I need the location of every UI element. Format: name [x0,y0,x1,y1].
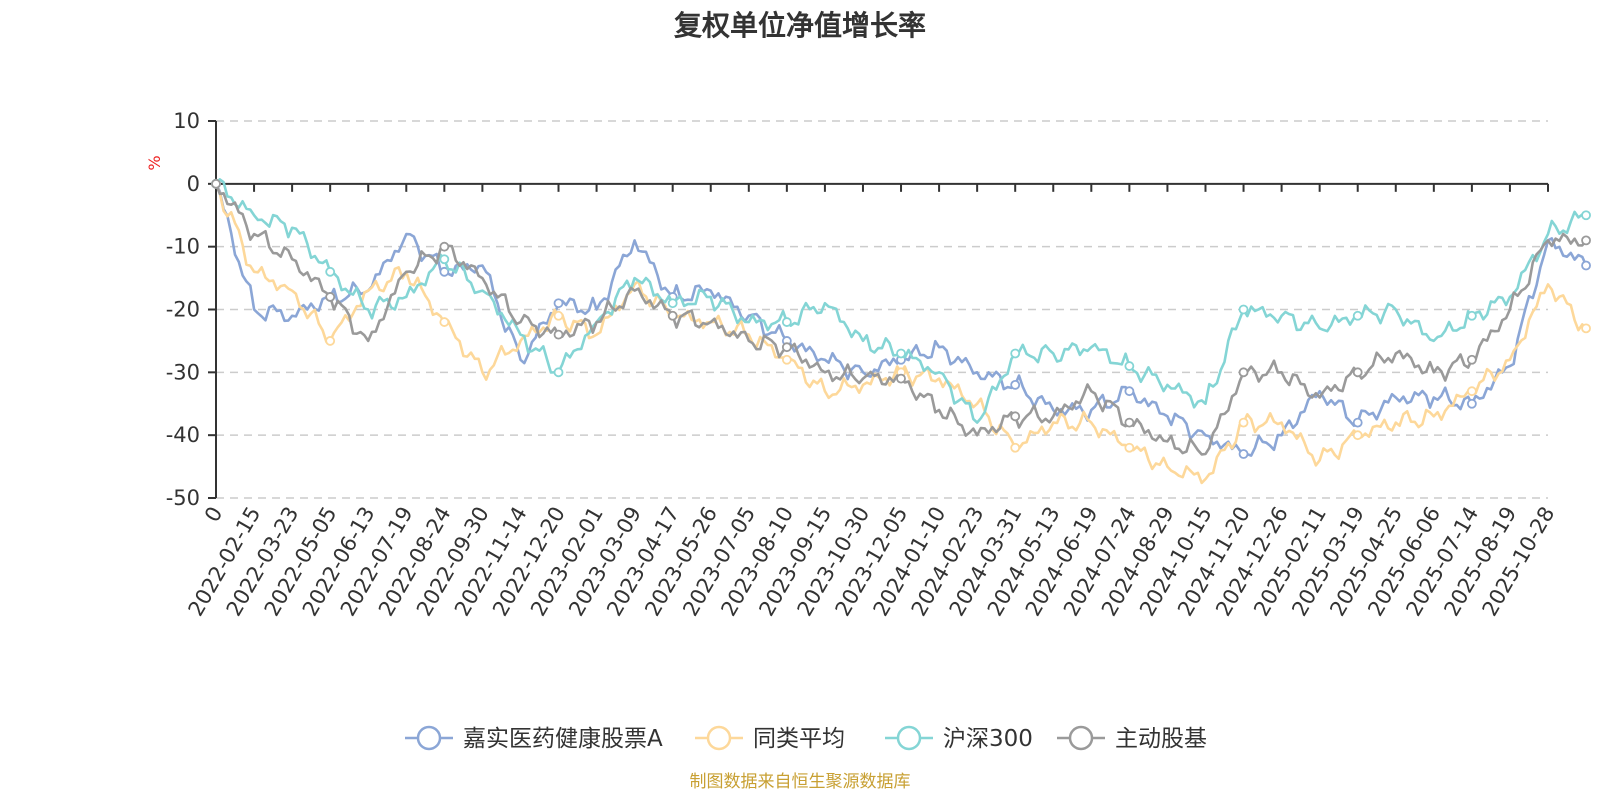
data-point [1352,430,1363,441]
legend-marker-icon [706,725,732,751]
data-point [1124,386,1135,397]
data-point [1124,361,1135,371]
data-point [1466,310,1477,321]
legend-label: 主动股基 [1115,726,1207,752]
data-point [781,317,792,327]
legend-label: 同类平均 [753,726,845,752]
data-point [1238,304,1249,315]
series-line [214,183,1588,485]
y-tick-label: -20 [166,298,200,322]
y-tick-label: 0 [187,172,200,196]
legend-item[interactable]: 嘉实医药健康股票A [405,725,663,752]
data-point [1581,210,1591,221]
y-tick-label: 10 [173,109,200,133]
chart-title: 复权单位净值增长率 [673,9,926,42]
data-point [1010,442,1021,453]
data-point [1124,442,1135,453]
legend-item[interactable]: 同类平均 [695,725,845,752]
data-point [439,241,450,252]
grid-layer [216,120,1548,499]
x-tick-label: 0 [200,503,227,527]
legend-marker-icon [896,725,922,751]
data-point [1124,417,1135,428]
legend-marker-icon [1068,725,1094,751]
data-point [667,310,678,321]
data-point [1352,417,1363,428]
data-point [1581,260,1591,271]
legend-label: 嘉实医药健康股票A [463,726,663,752]
data-point [553,310,564,321]
data-point [325,292,336,302]
legend-item[interactable]: 主动股基 [1057,725,1207,752]
data-point [896,348,906,359]
y-axis-unit: % [145,155,164,170]
series-2 [211,178,1591,424]
series-line [215,178,1587,424]
data-point [667,298,678,309]
data-point [1581,235,1591,246]
data-point [553,367,564,378]
series-3 [211,178,1591,456]
series-1 [211,178,1591,485]
y-tick-label: -40 [166,423,200,447]
data-point [439,254,450,265]
y-tick-label: -10 [166,235,200,259]
data-point [1581,323,1591,334]
data-point [439,317,450,327]
data-point [211,178,221,189]
data-point [1238,417,1249,428]
data-point [1466,386,1477,397]
legend[interactable]: 嘉实医药健康股票A 同类平均 沪深300 主动股基 [405,725,1207,752]
data-point [1238,367,1249,378]
legend-marker-icon [416,725,442,751]
data-point [896,373,906,384]
data-point [1010,411,1021,422]
data-point [1010,379,1021,390]
data-point [1238,449,1249,459]
data-point [325,336,336,346]
data-point [781,354,792,365]
data-point [1352,310,1363,321]
data-point [439,266,450,277]
data-point [1352,367,1363,378]
data-point [553,329,564,340]
data-point [1010,348,1021,359]
y-tick-label: -30 [166,360,200,384]
data-point [781,342,792,353]
legend-item[interactable]: 沪深300 [885,725,1033,752]
axis-layer: 100-10-20-30-40-50%02022-02-152022-03-23… [145,109,1559,620]
data-point [553,298,564,309]
legend-label: 沪深300 [943,726,1033,752]
data-point [325,266,336,277]
y-tick-label: -50 [166,486,200,510]
series-line [214,183,1588,456]
source-note: 制图数据来自恒生聚源数据库 [689,772,911,792]
series-layer [211,178,1591,485]
data-point [1466,398,1477,409]
data-point [1466,354,1477,365]
